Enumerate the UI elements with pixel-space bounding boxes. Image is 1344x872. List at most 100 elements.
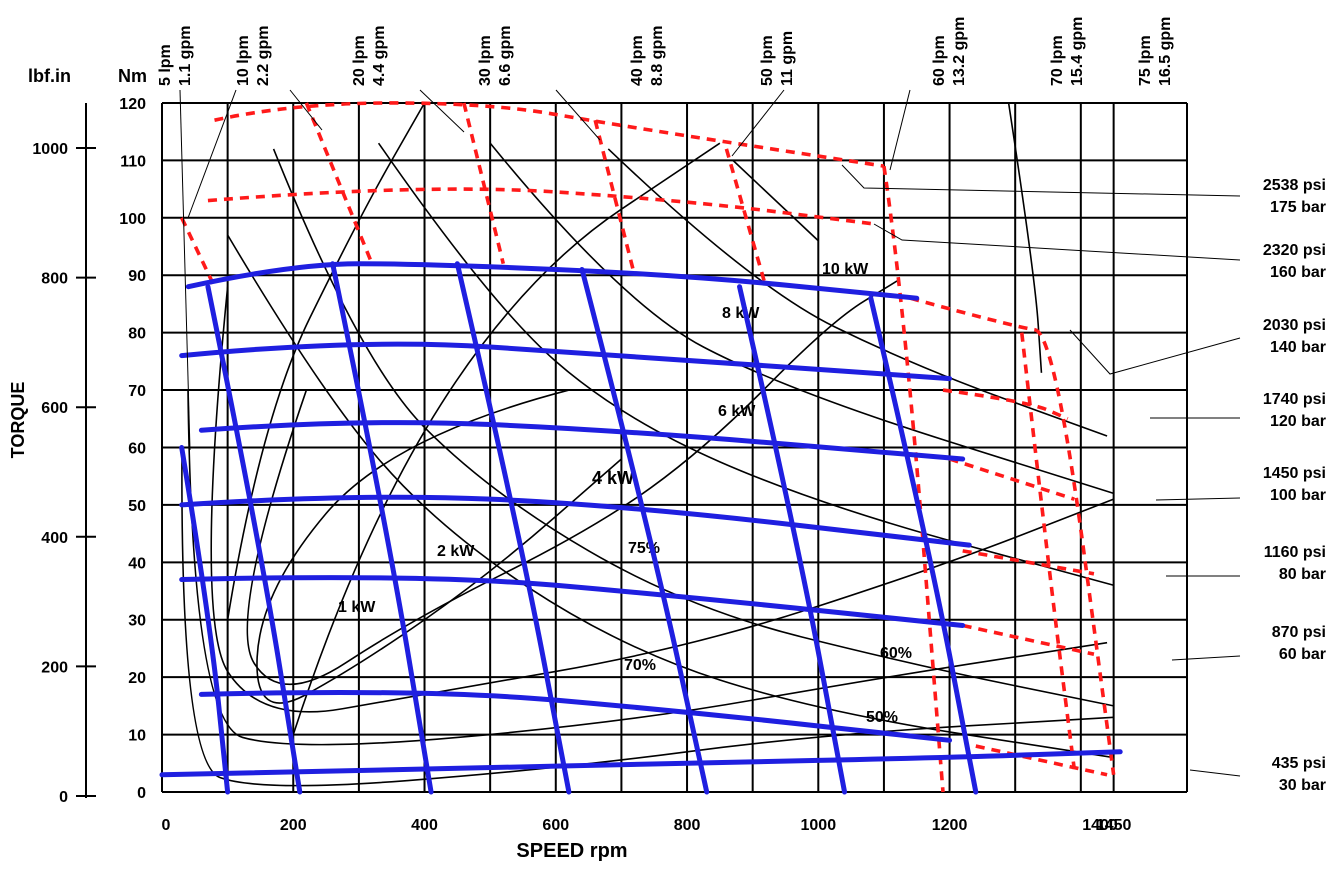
y-tick-label-nm: 40 <box>128 555 146 572</box>
pressure-label-leader <box>1069 329 1241 375</box>
pressure-boundary-dashed <box>462 102 506 265</box>
pressure-boundary-dashed <box>975 744 1108 777</box>
pressure-boundary-dashed <box>593 119 637 276</box>
y-tick-label-lbfin: 600 <box>41 400 68 417</box>
power-label-1kw: 1 kW <box>338 599 376 616</box>
flow-label-gpm: 2.2 gpm <box>255 26 272 86</box>
pressure-label-psi: 1740 psi <box>1263 391 1326 408</box>
x-tick-label: 1400 <box>1082 817 1118 834</box>
pressure-boundary-dashed <box>882 165 945 793</box>
efficiency-curve <box>187 390 1108 746</box>
pressure-boundary-dashed <box>942 388 1069 421</box>
efficiency-curve <box>272 148 1114 707</box>
pressure-line-80bar <box>179 575 966 628</box>
flow-label-gpm: 8.8 gpm <box>649 26 666 86</box>
power-label-8kw: 8 kW <box>722 305 760 322</box>
x-tick-label: 400 <box>411 817 438 834</box>
pressure-boundary-dashed <box>304 102 374 265</box>
pressure-label-leader <box>1189 769 1241 777</box>
pressure-label-bar: 140 bar <box>1270 339 1326 356</box>
x-tick-label: 0 <box>162 817 171 834</box>
flow-line-50lpm <box>737 284 848 795</box>
flow-label-gpm: 6.6 gpm <box>497 26 514 86</box>
pressure-line-140bar <box>179 341 953 382</box>
efficiency-curve <box>607 148 1108 437</box>
pressure-label-bar: 175 bar <box>1270 199 1326 216</box>
efficiency-curve <box>210 286 1114 713</box>
flow-label-gpm: 1.1 gpm <box>177 26 194 86</box>
y-tick-label-lbfin: 400 <box>41 530 68 547</box>
flow-label-lpm: 10 lpm <box>235 35 252 86</box>
flow-line-40lpm <box>579 266 710 795</box>
x-tick-label: 800 <box>674 817 701 834</box>
efficiency-curve <box>732 159 819 242</box>
efficiency-curve <box>246 280 898 685</box>
flow-label-lpm: 50 lpm <box>759 35 776 86</box>
flow-label-gpm: 11 gpm <box>779 31 796 86</box>
x-tick-label: 1000 <box>801 817 837 834</box>
efficiency-curve <box>377 142 1114 587</box>
flow-label-lpm: 30 lpm <box>477 35 494 86</box>
x-tick-label: 200 <box>280 817 307 834</box>
y-tick-label-lbfin: 1000 <box>32 141 68 158</box>
pressure-label-psi: 2030 psi <box>1263 317 1326 334</box>
flow-label-leader <box>419 89 465 133</box>
y-tick-label-nm: 90 <box>128 268 146 285</box>
x-tick-label: 1200 <box>932 817 968 834</box>
y-tick-label-nm: 100 <box>119 211 146 228</box>
pressure-line-30bar <box>159 749 1123 778</box>
flow-label-lpm: 70 lpm <box>1049 35 1066 86</box>
pressure-boundary-dashed <box>962 623 1095 656</box>
y-tick-label-nm: 30 <box>128 613 146 630</box>
flow-label-leader <box>731 89 785 157</box>
y-tick-label-lbfin: 200 <box>41 659 68 676</box>
efficiency-curve <box>181 447 1114 787</box>
pressure-label-bar: 80 bar <box>1279 566 1326 583</box>
pressure-label-psi: 2538 psi <box>1263 177 1326 194</box>
flow-line-5lpm <box>179 444 231 795</box>
flow-line-10lpm <box>205 284 303 795</box>
power-label-2kw: 2 kW <box>437 543 475 560</box>
y-tick-label-nm: 80 <box>128 326 146 343</box>
flow-label-gpm: 13.2 gpm <box>951 17 968 86</box>
y-tick-label-nm: 50 <box>128 498 146 515</box>
y-tick-label-nm: 0 <box>137 785 146 802</box>
x-tick-label: 600 <box>542 817 569 834</box>
pressure-boundary-dashed <box>949 457 1075 501</box>
power-label-4kw: 4 kW <box>592 468 634 488</box>
pressure-label-bar: 100 bar <box>1270 487 1326 504</box>
flow-label-leader <box>555 89 601 141</box>
pressure-label-psi: 2320 psi <box>1263 242 1326 259</box>
y-unit-outer-label: lbf.in <box>28 66 71 86</box>
flow-label-gpm: 15.4 gpm <box>1069 17 1086 86</box>
efficiency-curve <box>1007 102 1043 373</box>
flow-label-lpm: 40 lpm <box>629 35 646 86</box>
pressure-label-bar: 120 bar <box>1270 413 1326 430</box>
pressure-label-leader <box>1171 655 1241 661</box>
pressure-line-160bar <box>185 261 920 301</box>
flow-label-leader <box>289 89 323 131</box>
pressure-label-psi: 435 psi <box>1272 755 1326 772</box>
flow-label-lpm: 60 lpm <box>931 35 948 86</box>
pressure-boundary-dashed <box>1019 332 1077 770</box>
efficiency-curve <box>489 142 1114 495</box>
pressure-label-psi: 870 psi <box>1272 624 1326 641</box>
power-label-6kw: 6 kW <box>718 403 756 420</box>
y-tick-label-nm: 10 <box>128 728 146 745</box>
pressure-boundary-dashed <box>724 148 768 288</box>
pressure-label-bar: 60 bar <box>1279 646 1326 663</box>
pressure-label-psi: 1160 psi <box>1264 544 1326 561</box>
pressure-label-bar: 160 bar <box>1270 264 1326 281</box>
pressure-line-60bar <box>198 689 953 743</box>
pressure-label-psi: 1450 psi <box>1263 465 1326 482</box>
y-axis-title: TORQUE <box>8 382 28 459</box>
flow-label-lpm: 75 lpm <box>1137 35 1154 86</box>
flow-label-lpm: 5 lpm <box>157 44 174 86</box>
y-tick-label-nm: 20 <box>128 670 146 687</box>
x-axis-title: SPEED rpm <box>516 840 627 862</box>
flow-label-lpm: 20 lpm <box>351 35 368 86</box>
efficiency-curve <box>226 102 426 620</box>
pressure-label-leader <box>1155 497 1241 501</box>
flow-line-60lpm <box>868 295 979 795</box>
